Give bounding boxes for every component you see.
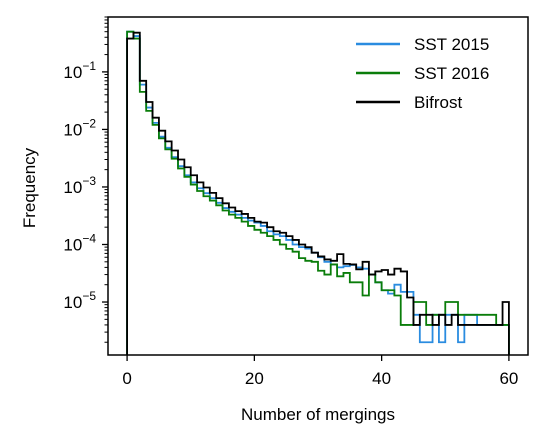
y-tick-label: 10−3 [63, 174, 96, 197]
legend-label: SST 2015 [414, 35, 489, 54]
y-tick-label: 10−4 [63, 231, 96, 254]
y-tick-label: 10−5 [63, 289, 96, 312]
plot-frame [107, 16, 529, 356]
x-axis-label: Number of mergings [241, 405, 395, 424]
y-tick-label: 10−2 [63, 116, 96, 139]
legend: SST 2015 SST 2016 Bifrost [356, 35, 489, 112]
x-tick-label: 20 [245, 369, 264, 388]
legend-label: SST 2016 [414, 64, 489, 83]
x-tick-label: 40 [372, 369, 391, 388]
legend-label: Bifrost [414, 93, 462, 112]
y-tick-label: 10−1 [63, 59, 96, 82]
series-line-1 [126, 30, 510, 355]
x-axis: 0 20 40 60 [122, 355, 518, 388]
series-layer [126, 30, 510, 355]
y-axis: 10−5 10−4 10−3 10−2 10−1 [63, 16, 108, 343]
y-axis-label: Frequency [20, 147, 39, 228]
x-tick-label: 0 [122, 369, 131, 388]
x-tick-label: 60 [499, 369, 518, 388]
series-line-2 [126, 31, 510, 355]
